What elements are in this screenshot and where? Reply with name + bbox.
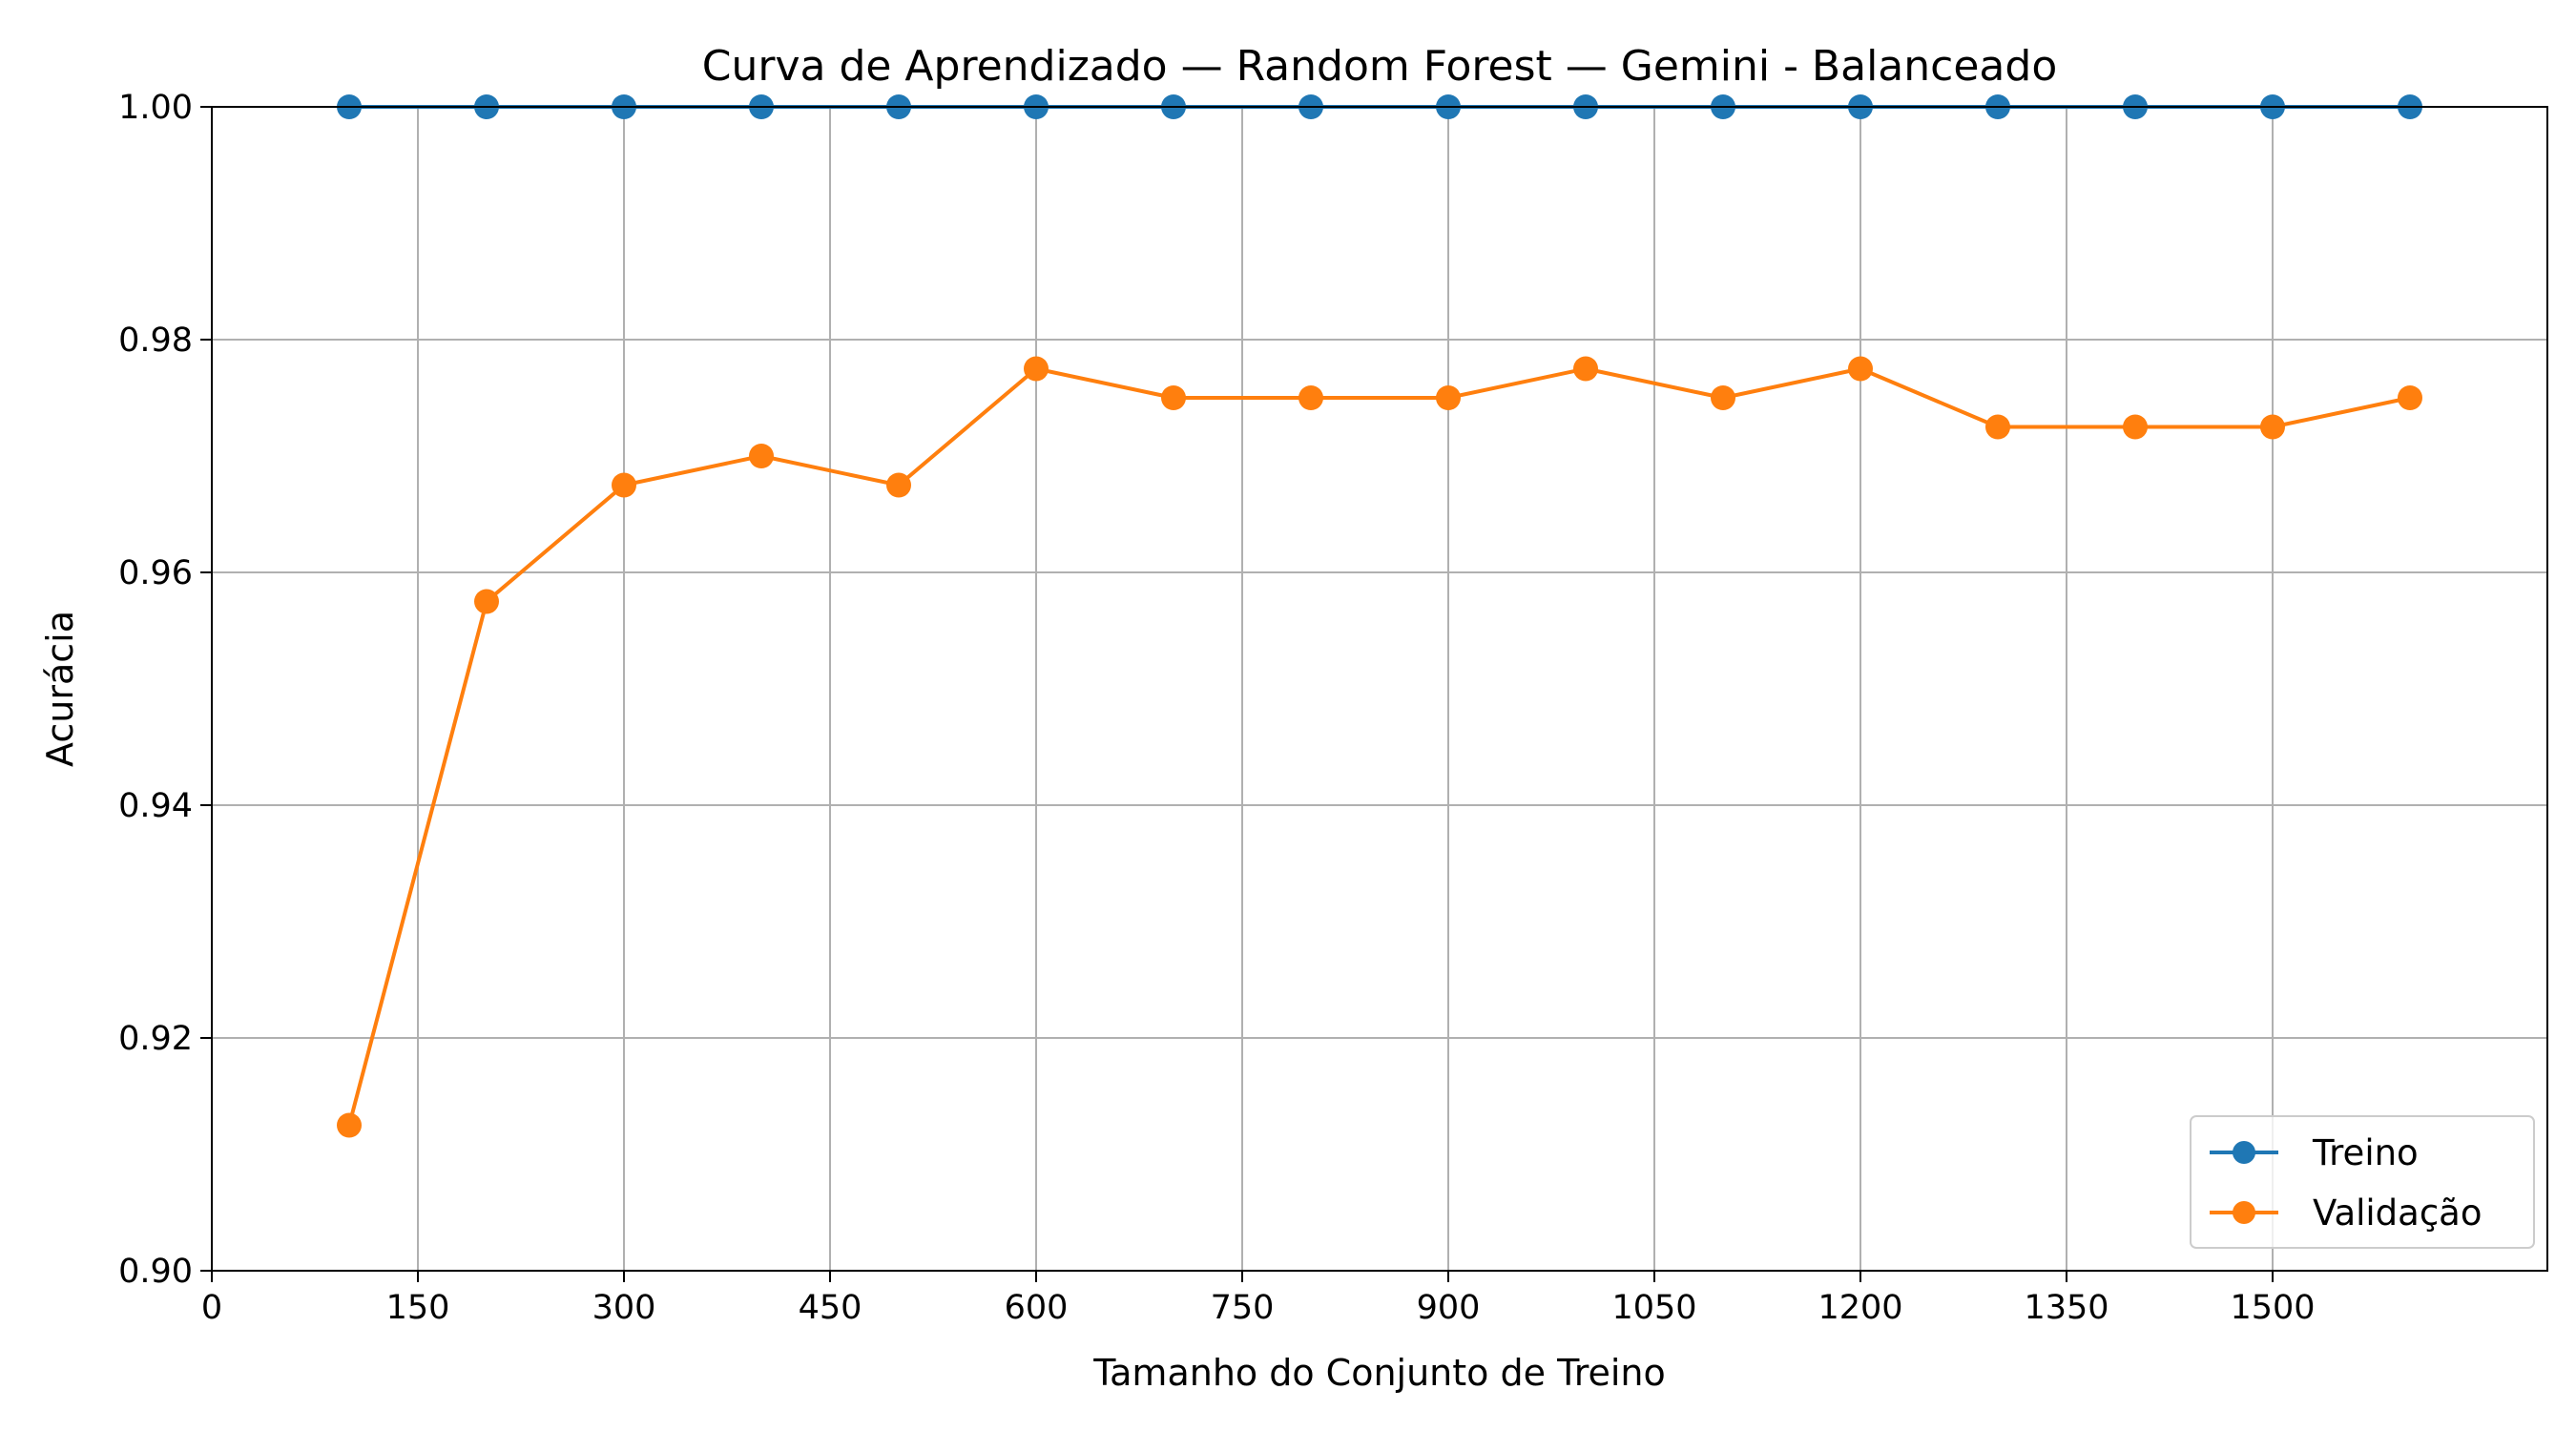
y-tick-label: 0.90 xyxy=(118,1253,193,1291)
x-tick-label: 300 xyxy=(592,1289,656,1327)
data-point xyxy=(1436,385,1461,410)
x-tick-label: 750 xyxy=(1211,1289,1275,1327)
x-tick-label: 600 xyxy=(1005,1289,1069,1327)
plot-frame xyxy=(211,106,2548,1272)
x-tick-label: 1200 xyxy=(1818,1289,1902,1327)
data-point xyxy=(337,1112,362,1138)
series-validacao xyxy=(337,356,2422,1138)
legend-label-treino: Treino xyxy=(2312,1132,2419,1173)
legend-box xyxy=(2190,1115,2535,1249)
x-axis-label: Tamanho do Conjunto de Treino xyxy=(1092,1352,1666,1394)
data-point xyxy=(2123,414,2148,440)
grid xyxy=(211,106,2547,1272)
x-tick-label: 1050 xyxy=(1611,1289,1696,1327)
legend-label-validacao: Validação xyxy=(2313,1192,2482,1234)
y-tick-label: 0.94 xyxy=(118,787,193,825)
data-point xyxy=(1985,414,2010,440)
x-tick-label: 450 xyxy=(799,1289,862,1327)
x-tick-label: 1350 xyxy=(2024,1289,2109,1327)
x-tick-label: 1500 xyxy=(2230,1289,2315,1327)
data-point xyxy=(2260,414,2285,440)
x-tick-label: 900 xyxy=(1417,1289,1481,1327)
data-point xyxy=(612,472,636,498)
series-line xyxy=(347,366,2411,1127)
y-tick-label: 1.00 xyxy=(118,89,193,127)
data-point xyxy=(474,589,499,614)
data-point xyxy=(749,444,774,468)
data-point xyxy=(1161,385,1186,410)
legend-marker-treino xyxy=(2233,1141,2255,1164)
y-tick-label: 0.92 xyxy=(118,1020,193,1058)
data-point xyxy=(2398,385,2422,410)
x-tick-label: 150 xyxy=(386,1289,450,1327)
data-point xyxy=(1711,385,1735,410)
x-tick-label: 0 xyxy=(201,1289,222,1327)
y-axis-label: Acurácia xyxy=(39,611,81,767)
data-point xyxy=(1298,385,1323,410)
chart-title: Curva de Aprendizado — Random Forest — G… xyxy=(702,42,2057,91)
y-tick-label: 0.98 xyxy=(118,321,193,360)
data-point xyxy=(1024,356,1049,382)
data-point xyxy=(886,472,911,498)
legend: Treino Validação xyxy=(2190,1115,2535,1249)
data-point xyxy=(1848,356,1873,382)
y-tick-label: 0.96 xyxy=(118,554,193,592)
axis-ticks: 0 150 300 450 600 750 900 1050 1200 1350 1500 0.90 0… xyxy=(118,89,2315,1327)
data-point xyxy=(1573,356,1598,382)
legend-marker-validacao xyxy=(2233,1201,2255,1224)
